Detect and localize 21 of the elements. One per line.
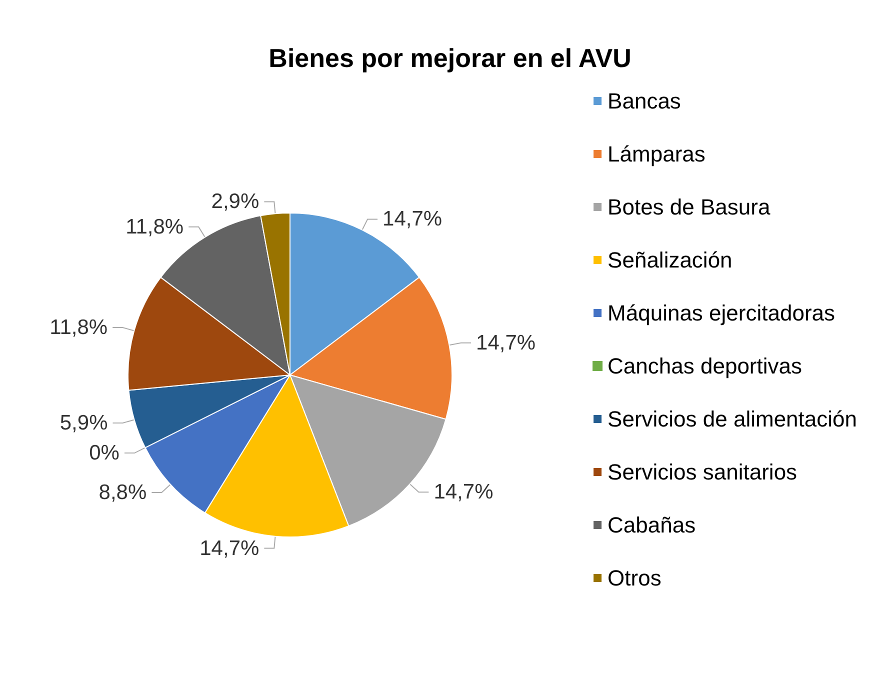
data-label: 14,7% [200, 536, 260, 560]
data-label: 2,9% [211, 190, 260, 214]
data-label: 14,7% [434, 480, 494, 504]
data-label: 14,7% [476, 331, 536, 354]
data-label: 8,8% [98, 481, 147, 504]
data-label: 11,8% [50, 316, 108, 340]
data-label: 11,8% [126, 215, 184, 238]
data-label: 5,9% [60, 412, 108, 435]
legend-label: Cabañas [608, 512, 696, 538]
legend-label: Botes de Basura [608, 194, 771, 220]
chart-title: Bienes por mejorar en el AVU [268, 43, 632, 73]
legend-label: Otros [608, 566, 662, 590]
legend-label: Servicios de alimentación [608, 406, 858, 432]
legend-label: Servicios sanitarios [608, 460, 798, 484]
text: 0% [89, 442, 120, 465]
legend-label: Señalización [608, 248, 732, 272]
legend-label: Canchas deportivas [608, 354, 802, 378]
legend-label: Máquinas ejercitadoras [608, 300, 836, 326]
legend-label: Lámparas [608, 142, 706, 166]
data-label: 14,7% [382, 208, 442, 231]
legend-label: Bancas [608, 88, 681, 114]
